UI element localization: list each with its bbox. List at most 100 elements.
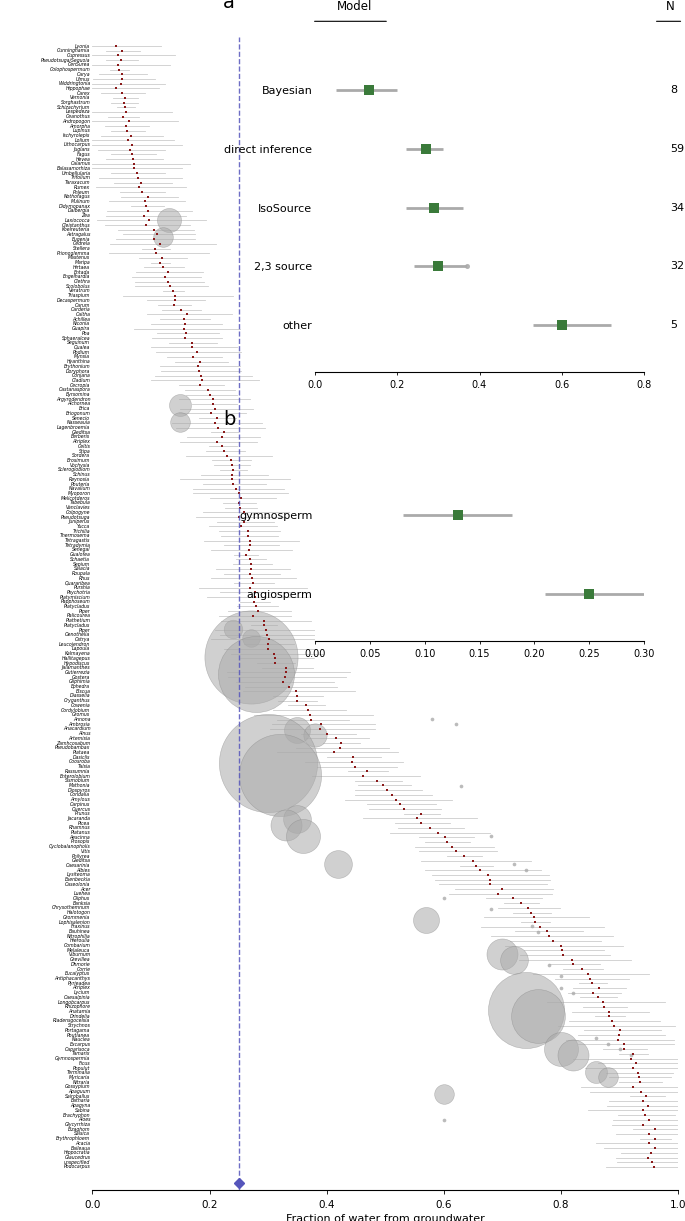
Point xyxy=(626,1045,637,1065)
Point xyxy=(485,900,496,919)
Point xyxy=(162,272,173,292)
Point xyxy=(142,201,153,221)
Point xyxy=(116,42,127,61)
Point xyxy=(556,315,567,335)
Point xyxy=(634,1072,645,1092)
Point xyxy=(544,927,555,946)
Point xyxy=(416,813,427,833)
Point xyxy=(588,983,599,1002)
Point xyxy=(244,531,255,551)
Point xyxy=(452,505,463,525)
Point xyxy=(627,1077,638,1096)
Point xyxy=(140,192,151,211)
Point xyxy=(129,159,140,178)
Point xyxy=(258,615,269,635)
Point xyxy=(149,239,160,259)
Point xyxy=(614,1026,625,1045)
Point xyxy=(242,521,253,541)
Point xyxy=(429,198,440,217)
Point xyxy=(111,37,122,56)
Point xyxy=(116,50,127,70)
Point xyxy=(123,131,134,150)
Point xyxy=(604,1006,615,1026)
Point xyxy=(470,856,481,875)
Point xyxy=(280,663,291,683)
Point xyxy=(270,653,281,673)
Point xyxy=(186,333,197,353)
Point xyxy=(233,484,244,503)
Point xyxy=(245,628,256,647)
Point xyxy=(378,775,389,795)
Point xyxy=(275,764,286,784)
Point xyxy=(475,861,486,880)
Point xyxy=(116,65,127,84)
Point xyxy=(114,60,125,79)
Point xyxy=(603,1001,614,1021)
Point xyxy=(390,790,401,810)
Point xyxy=(638,1115,649,1134)
Point xyxy=(186,338,197,358)
Point xyxy=(632,1063,643,1083)
Point xyxy=(195,352,206,371)
Point xyxy=(249,592,260,612)
Point xyxy=(122,121,133,140)
Point xyxy=(197,371,208,391)
Point xyxy=(608,1016,619,1035)
Point xyxy=(211,408,222,427)
Text: Model: Model xyxy=(337,0,372,13)
Point xyxy=(567,983,578,1002)
Point xyxy=(421,911,432,930)
Point xyxy=(249,582,260,602)
Point xyxy=(525,902,536,922)
Point xyxy=(372,770,383,790)
Point xyxy=(128,154,139,173)
Point xyxy=(333,855,344,874)
Point xyxy=(251,664,262,684)
Point xyxy=(598,993,609,1012)
Point xyxy=(529,907,540,927)
Point xyxy=(468,851,479,871)
Point xyxy=(306,709,316,729)
Point xyxy=(158,227,169,247)
Point xyxy=(556,1039,566,1059)
Point xyxy=(291,691,302,711)
Point xyxy=(281,658,292,678)
Point xyxy=(110,78,121,98)
Point xyxy=(227,619,238,639)
Point xyxy=(152,225,163,244)
Point xyxy=(557,945,568,965)
Point xyxy=(521,1000,532,1020)
Point xyxy=(647,1153,658,1172)
Point xyxy=(532,1006,543,1026)
Point xyxy=(121,103,132,122)
Point xyxy=(548,932,559,951)
Point xyxy=(649,1138,660,1158)
Point xyxy=(245,549,256,569)
Point xyxy=(175,411,186,431)
Point xyxy=(421,139,432,159)
Point xyxy=(262,625,273,645)
Point xyxy=(151,243,162,263)
Point xyxy=(392,569,403,589)
Point xyxy=(262,639,273,658)
Point xyxy=(181,324,192,343)
Point xyxy=(292,810,303,829)
Point xyxy=(213,418,224,437)
Point xyxy=(330,729,341,748)
Point xyxy=(508,889,519,908)
Point xyxy=(119,93,129,112)
Point xyxy=(346,752,357,772)
Point xyxy=(427,709,438,729)
Point xyxy=(140,215,151,234)
Point xyxy=(258,610,269,630)
Point xyxy=(583,965,594,984)
Point xyxy=(225,451,236,470)
Point xyxy=(117,107,128,127)
Point xyxy=(175,394,186,414)
Point xyxy=(227,465,238,485)
Point xyxy=(335,734,346,753)
Point xyxy=(496,879,507,899)
Point xyxy=(634,1067,645,1087)
Point xyxy=(245,647,256,667)
Point xyxy=(577,960,588,979)
